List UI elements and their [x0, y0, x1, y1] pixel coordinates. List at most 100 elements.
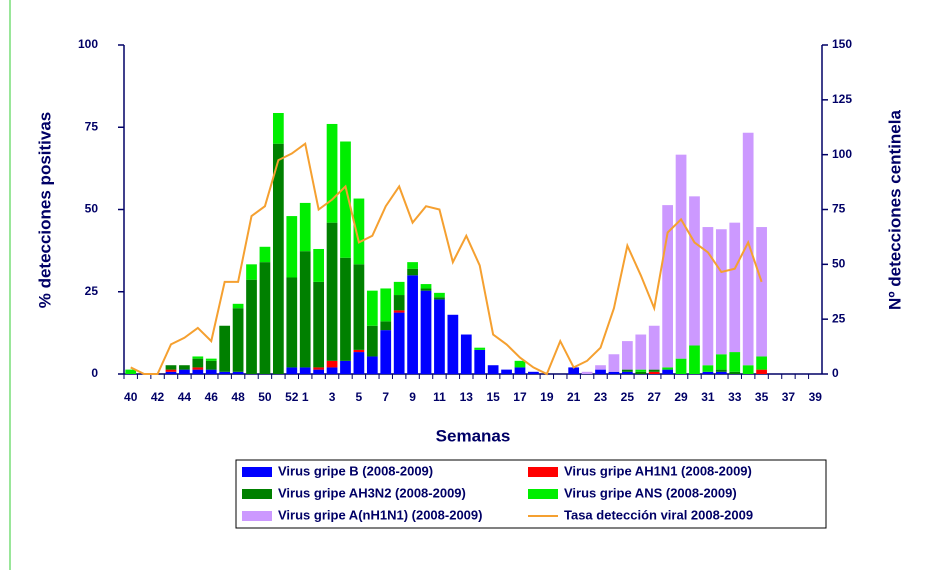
bar [514, 367, 526, 374]
bar [165, 371, 177, 374]
bar [219, 325, 231, 372]
bar [393, 310, 405, 313]
bar [621, 369, 633, 372]
bar [380, 288, 392, 322]
bar [608, 371, 620, 374]
x-tick-label: 48 [231, 390, 245, 404]
bar [662, 367, 674, 370]
bar [675, 154, 687, 359]
bar [326, 123, 338, 223]
bar [313, 248, 325, 282]
bar [272, 143, 284, 374]
bar [434, 297, 445, 300]
bar [393, 281, 405, 296]
x-tick-label: 35 [755, 390, 769, 404]
bar [259, 246, 271, 263]
x-tick-label: 13 [460, 390, 474, 404]
bar [313, 369, 325, 374]
y2-tick-label: 150 [832, 37, 852, 51]
legend-label: Virus gripe AH3N2 (2008-2009) [278, 485, 466, 500]
bar [205, 360, 217, 370]
x-tick-label: 17 [513, 390, 527, 404]
bar [286, 367, 298, 374]
bar [447, 314, 459, 374]
x-axis-title: Semanas [436, 426, 511, 445]
x-tick-label: 11 [433, 390, 446, 404]
x-tick-label: 21 [567, 390, 581, 404]
bar [165, 365, 177, 370]
bar [729, 371, 741, 374]
bar [648, 369, 660, 372]
bar [313, 367, 325, 370]
x-tick-label: 27 [648, 390, 662, 404]
y2-axis-title: Nº detecciones centinela [885, 110, 904, 310]
x-tick-label: 50 [258, 390, 272, 404]
bar [326, 360, 338, 368]
x-tick-label: 37 [782, 390, 796, 404]
bar [353, 264, 365, 350]
bar [353, 349, 365, 353]
bar [702, 227, 714, 366]
bar [608, 354, 620, 372]
bar [407, 275, 418, 374]
bar [366, 290, 378, 326]
bar [340, 141, 351, 258]
legend-swatch [242, 489, 272, 499]
x-tick-label: 40 [124, 390, 138, 404]
x-tick-label: 29 [674, 390, 688, 404]
bar [756, 356, 767, 370]
legend-swatch [528, 489, 558, 499]
bar [286, 277, 298, 368]
bar [165, 369, 177, 372]
bar [648, 371, 660, 374]
x-tick-label: 46 [205, 390, 219, 404]
bar [702, 371, 714, 374]
bar [715, 229, 727, 355]
y-tick-label: 75 [85, 119, 99, 133]
bar [393, 295, 405, 311]
y2-tick-label: 100 [832, 147, 852, 161]
bar [232, 303, 244, 309]
bar [474, 347, 486, 350]
bar [192, 369, 204, 374]
bar [353, 352, 365, 374]
bar [299, 367, 311, 374]
bar [514, 360, 526, 368]
bar [528, 371, 539, 374]
y2-tick-label: 75 [832, 202, 846, 216]
bar [742, 132, 754, 366]
bar [581, 371, 593, 374]
bar [125, 369, 137, 374]
bar [205, 358, 217, 361]
x-tick-label: 25 [621, 390, 635, 404]
x-tick-label: 9 [409, 390, 416, 404]
bar [715, 369, 727, 372]
bar [635, 371, 647, 374]
x-tick-label: 33 [728, 390, 742, 404]
bar [380, 321, 392, 331]
bar [662, 369, 674, 374]
x-tick-label: 44 [178, 390, 192, 404]
y2-tick-label: 25 [832, 311, 846, 325]
bar [460, 334, 472, 374]
x-tick-label: 1 [302, 390, 309, 404]
bar [568, 367, 580, 374]
legend-swatch [242, 511, 272, 521]
bar [179, 365, 190, 370]
bar [742, 365, 754, 374]
y-axis-title: % detecciones positivas [35, 112, 54, 309]
bar [675, 358, 687, 374]
legend-label: Tasa detección viral 2008-2009 [564, 507, 753, 522]
bar [366, 356, 378, 374]
bar [662, 205, 674, 368]
x-tick-label: 52 [285, 390, 299, 404]
x-tick-label: 3 [329, 390, 336, 404]
y2-tick-label: 0 [832, 366, 839, 380]
bar [179, 369, 190, 374]
x-tick-label: 42 [151, 390, 165, 404]
bar [407, 262, 418, 269]
x-tick-label: 39 [809, 390, 823, 404]
bar [286, 216, 298, 278]
bar [246, 279, 257, 374]
bar [434, 292, 445, 298]
